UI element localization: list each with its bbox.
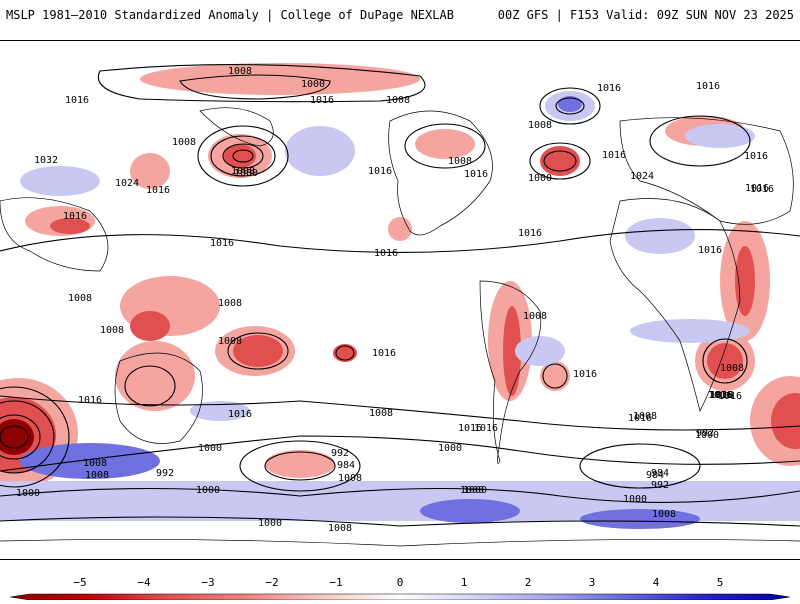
isobar-label: 1016	[602, 150, 626, 161]
map-panel: 1008 1000 1016 1016 1008 1016 1008 1008 1008 1016…	[0, 40, 800, 560]
colorbar-tick-label: 1	[461, 576, 468, 589]
isobar-label: 1016	[518, 228, 542, 239]
isobar-label: 1024	[630, 171, 654, 182]
header: MSLP 1981–2010 Standardized Anomaly | Co…	[0, 0, 800, 28]
isobar-label: 1000	[16, 488, 40, 499]
isobar-label: 1000	[528, 173, 552, 184]
isobar-label: 984	[646, 470, 664, 481]
isobar-label: 1000	[695, 430, 719, 441]
run-info: 00Z GFS | F153 Valid: 09Z SUN NOV 23 202…	[497, 8, 794, 22]
isobar-label: 1000	[301, 79, 325, 90]
isobar-label: 1016	[63, 211, 87, 222]
colorbar-scale: −5 −4 −3 −2 −1 0 1 2 3 4 5	[9, 576, 791, 601]
coastlines	[0, 107, 800, 547]
isobar-label: 1016	[696, 81, 720, 92]
isobar-label: 1008	[328, 523, 352, 534]
isobar-label: 1016	[750, 184, 774, 195]
isobar-label: 1016	[310, 95, 334, 106]
colorbar-gradient	[9, 593, 791, 601]
isobar-label: 1008	[523, 311, 547, 322]
isobar-label: 1008	[83, 458, 107, 469]
colorbar-tick-label: 3	[589, 576, 596, 589]
isobar-label: 1016	[210, 238, 234, 249]
negative-anomaly-shading	[0, 63, 800, 488]
isobar-label: 1024	[115, 178, 139, 189]
isobar-label: 1016	[228, 409, 252, 420]
isobar-label: 1016	[718, 391, 742, 402]
isobar-label: 1016	[78, 395, 102, 406]
isobar-label: 1016	[474, 423, 498, 434]
colorbar-ticks: −5 −4 −3 −2 −1 0 1 2 3 4 5	[73, 576, 723, 589]
isobar-label: 1008	[228, 66, 252, 77]
isobar-label: 1008	[172, 137, 196, 148]
isobar-label: 992	[331, 448, 349, 459]
isobar-label: 1016	[708, 390, 732, 401]
isobar-label: 1008	[218, 336, 242, 347]
isobar-label: 992	[696, 428, 714, 439]
isobar-label: 984	[337, 460, 355, 471]
isobar-label: 1008	[652, 509, 676, 520]
isobar-label: 1000	[258, 518, 282, 529]
colorbar-tick-label: 4	[653, 576, 660, 589]
isobar-label: 1008	[338, 473, 362, 484]
isobar-label: 1016	[458, 423, 482, 434]
isobar-label: 1008	[633, 411, 657, 422]
isobar-label: 1008	[720, 363, 744, 374]
isobar-label: 1000	[460, 485, 484, 496]
isobar-label: 1000	[196, 485, 220, 496]
colorbar-tick-label: −3	[201, 576, 214, 589]
colorbar: −5 −4 −3 −2 −1 0 1 2 3 4 5	[0, 572, 800, 601]
isobar-label: 992	[156, 468, 174, 479]
isobar-label: 1016	[573, 369, 597, 380]
isobar-label: 1008	[448, 156, 472, 167]
colorbar-tick-label: −2	[265, 576, 278, 589]
colorbar-tick-label: 2	[525, 576, 532, 589]
positive-anomaly-shading	[0, 91, 800, 529]
isobar-label: 992	[651, 480, 669, 491]
isobar-label: 1016	[65, 95, 89, 106]
colorbar-tick-label: −5	[73, 576, 86, 589]
isobar-label: 1016	[374, 248, 398, 259]
isobar-label: 1008	[231, 166, 255, 177]
colorbar-tick-label: −4	[137, 576, 151, 589]
isobar-label: 1016	[372, 348, 396, 359]
isobar-contours	[0, 64, 800, 527]
colorbar-tick-label: 5	[717, 576, 724, 589]
map-title: MSLP 1981–2010 Standardized Anomaly | Co…	[6, 8, 454, 22]
isobar-label: 1016	[597, 83, 621, 94]
isobar-label: 1032	[34, 155, 58, 166]
isobar-label: 1000	[463, 485, 487, 496]
isobar-label: 1008	[386, 95, 410, 106]
isobar-label: 1000	[198, 443, 222, 454]
isobar-label: 1016	[464, 169, 488, 180]
isobar-label: 1008	[528, 120, 552, 131]
isobar-label: 1008	[85, 470, 109, 481]
isobar-label: 1016	[368, 166, 392, 177]
isobar-label: 1000	[234, 168, 258, 179]
isobar-label: 1016	[744, 151, 768, 162]
isobar-label: 1008	[369, 408, 393, 419]
isobar-label: 1008	[68, 293, 92, 304]
isobar-label: 1000	[438, 443, 462, 454]
isobar-label: 1008	[100, 325, 124, 336]
isobar-label: 1000	[623, 494, 647, 505]
isobar-label: 1016	[698, 245, 722, 256]
isobar-label: 1016	[628, 413, 652, 424]
isobar-label: 1008	[218, 298, 242, 309]
isobar-label: 1016	[710, 390, 734, 401]
isobar-label: 1016	[709, 390, 733, 401]
isobar-label: 1016	[745, 183, 769, 194]
colorbar-tick-label: 0	[397, 576, 404, 589]
colorbar-tick-label: −1	[329, 576, 342, 589]
isobar-label: 1016	[146, 185, 170, 196]
isobar-label: 984	[651, 468, 669, 479]
